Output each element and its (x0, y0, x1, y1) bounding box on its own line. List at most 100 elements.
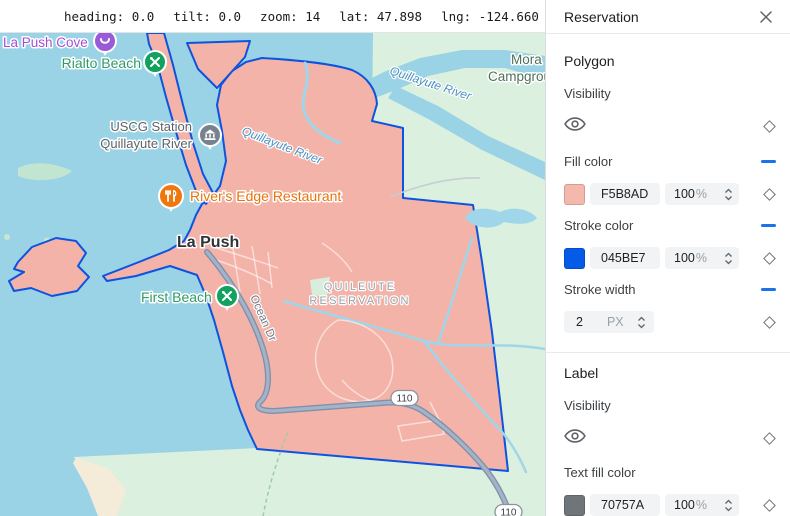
close-icon[interactable] (757, 8, 775, 26)
feature-style-panel: Reservation Polygon Visibility Fill colo… (545, 0, 790, 516)
heading-readout: heading: 0.0 (64, 8, 155, 24)
inherit-diamond-icon[interactable] (763, 431, 776, 445)
river-water (248, 33, 545, 180)
inherit-diamond-icon[interactable] (763, 119, 776, 133)
section-divider (546, 352, 790, 353)
remove-fill-color-button[interactable] (761, 160, 776, 163)
label-la-push-cove: La Push Cove (3, 35, 88, 50)
fill-opacity-input[interactable]: 100% (665, 183, 739, 205)
stroke-color-hex-input[interactable]: 045BE7 (590, 247, 660, 269)
visibility-eye-icon[interactable] (564, 428, 586, 449)
label-mora-2: Campgrou (488, 69, 545, 84)
marker-first-beach[interactable] (215, 284, 239, 311)
label-uscg-1: USCG Station (110, 119, 192, 134)
pond (465, 208, 537, 228)
park-tools-icon (150, 57, 160, 67)
text-fill-opacity-value: 100 (674, 498, 695, 512)
stroke-width-unit: PX (606, 315, 624, 329)
svg-text:110: 110 (397, 394, 413, 405)
land-green-region (74, 33, 545, 516)
path-line (389, 177, 481, 198)
stepper-icon[interactable] (724, 187, 733, 202)
minor-roads (209, 241, 445, 442)
stroke-width-input[interactable]: 2 PX (564, 311, 654, 333)
route-shield-110-south: 110 (494, 503, 523, 516)
remove-stroke-color-button[interactable] (761, 224, 776, 227)
polygon-section-heading: Polygon (564, 53, 615, 69)
fill-color-hex-input[interactable]: F5B8AD (590, 183, 660, 205)
svg-text:110: 110 (501, 508, 517, 516)
islet (18, 163, 72, 181)
marker-la-push-cove[interactable] (93, 33, 117, 56)
stepper-icon[interactable] (724, 251, 733, 266)
text-fill-color-hex-input[interactable]: 70757A (590, 494, 660, 516)
map-telemetry-bar: heading: 0.0 tilt: 0.0 zoom: 14 lat: 47.… (0, 0, 545, 33)
stroke-opacity-value: 100 (674, 251, 695, 265)
inherit-diamond-icon[interactable] (763, 251, 776, 265)
text-fill-color-label: Text fill color (564, 465, 636, 480)
percent-sign: % (695, 251, 707, 265)
lng-readout: lng: -124.660 (441, 8, 539, 24)
inherit-diamond-icon[interactable] (763, 498, 776, 512)
stroke-opacity-input[interactable]: 100% (665, 247, 739, 269)
islet (4, 234, 10, 240)
fill-opacity-value: 100 (674, 187, 695, 201)
marker-uscg-station[interactable] (198, 123, 222, 150)
stroke-width-label: Stroke width (564, 282, 636, 297)
polygon-visibility-label: Visibility (564, 86, 611, 101)
panel-body: Polygon Visibility Fill color F5B8AD 100… (546, 54, 790, 516)
label-quileute-1: QUILEUTE (324, 281, 397, 293)
stepper-icon[interactable] (724, 498, 733, 513)
reservation-polygon[interactable] (8, 33, 509, 472)
label-rialto-beach: Rialto Beach (62, 55, 141, 71)
highway-110 (204, 249, 513, 516)
trail (262, 431, 289, 516)
remove-stroke-width-button[interactable] (761, 288, 776, 291)
restaurant-icon (165, 190, 177, 202)
tilt-readout: tilt: 0.0 (173, 8, 242, 24)
fill-color-label: Fill color (564, 154, 613, 169)
label-uscg-2: Quillayute River (100, 136, 192, 151)
green-patch (310, 277, 330, 297)
fill-color-row: F5B8AD 100% (564, 183, 776, 205)
reservation-polygon-island[interactable] (8, 237, 90, 297)
map-canvas[interactable]: 110 110 La Push Cove Rialto Beach USCG S… (0, 33, 545, 516)
park-tools-icon (222, 291, 232, 301)
reservation-polygon-main[interactable] (102, 57, 509, 472)
label-quileute-2: RESERVATION (309, 295, 410, 307)
label-la-push: La Push (177, 234, 239, 251)
streams (282, 61, 545, 474)
text-fill-color-row: 70757A 100% (564, 494, 776, 516)
stepper-icon[interactable] (637, 315, 646, 330)
label-rivers-edge: River's Edge Restaurant (190, 188, 341, 204)
reservation-polygon-north[interactable] (186, 40, 251, 89)
lat-readout: lat: 47.898 (339, 8, 423, 24)
text-fill-opacity-input[interactable]: 100% (665, 494, 739, 516)
label-visibility-label: Visibility (564, 398, 611, 413)
label-section-heading: Label (564, 365, 599, 381)
stroke-width-row: 2 PX (564, 311, 776, 333)
stroke-color-row: 045BE7 100% (564, 247, 776, 269)
marker-rialto-beach[interactable] (143, 50, 167, 77)
route-shield-110: 110 (390, 389, 419, 407)
text-fill-color-swatch[interactable] (564, 494, 585, 516)
reservation-polygon-spit[interactable] (146, 33, 214, 205)
inherit-diamond-icon[interactable] (763, 187, 776, 201)
stroke-color-label: Stroke color (564, 218, 634, 233)
percent-sign: % (695, 498, 707, 512)
percent-sign: % (695, 187, 707, 201)
stroke-width-value: 2 (576, 315, 583, 329)
zoom-readout: zoom: 14 (260, 8, 321, 24)
label-first-beach: First Beach (141, 289, 212, 305)
stroke-color-swatch[interactable] (564, 247, 585, 269)
fill-color-swatch[interactable] (564, 183, 585, 205)
panel-title: Reservation (564, 8, 639, 25)
marker-rivers-edge-restaurant[interactable] (158, 183, 184, 212)
museum-icon (204, 129, 216, 140)
beach-sand (73, 458, 126, 516)
label-mora-1: Mora (511, 52, 542, 67)
visibility-eye-icon[interactable] (564, 116, 586, 137)
inherit-diamond-icon[interactable] (763, 315, 776, 329)
panel-header: Reservation (546, 0, 790, 34)
